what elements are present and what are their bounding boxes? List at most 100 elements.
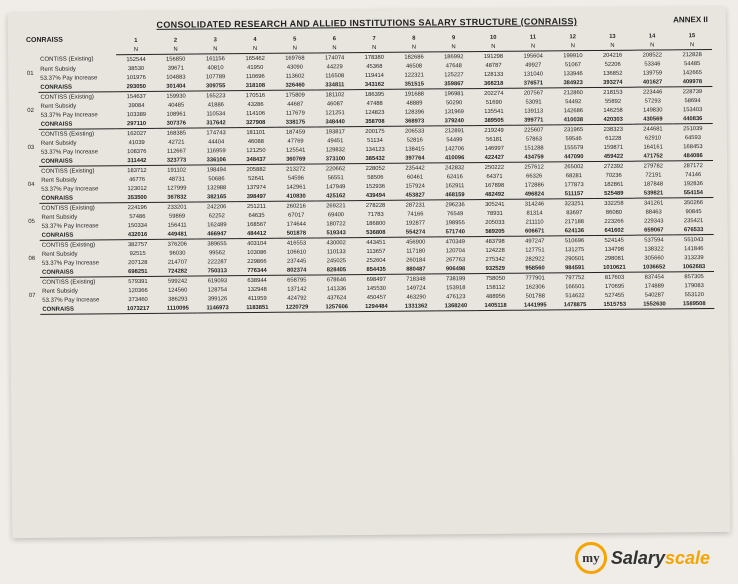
value-cell: 213272 [276, 164, 316, 174]
value-cell: 334811 [315, 80, 355, 90]
value-cell: 817603 [595, 272, 635, 282]
value-cell: 64593 [673, 133, 713, 142]
value-cell: 134123 [355, 145, 395, 154]
value-cell: 147949 [316, 182, 356, 191]
value-cell: 46087 [315, 99, 355, 108]
currency-header: N [195, 44, 235, 54]
value-cell: 260184 [396, 255, 436, 264]
value-cell: 484086 [673, 151, 713, 161]
value-cell: 192877 [396, 218, 436, 227]
value-cell: 41039 [117, 138, 157, 147]
value-cell: 54596 [276, 173, 316, 182]
value-cell: 220662 [316, 164, 356, 174]
value-cell: 134798 [594, 245, 634, 254]
value-cell: 64371 [475, 172, 515, 181]
value-cell: 386293 [158, 294, 198, 303]
value-cell: 117679 [275, 108, 315, 117]
value-cell: 41886 [196, 100, 236, 109]
value-cell: 135541 [474, 107, 514, 116]
value-cell: 129832 [315, 145, 355, 154]
currency-header: N [275, 43, 315, 53]
value-cell: 47648 [434, 61, 474, 70]
value-cell: 317642 [196, 118, 236, 128]
value-cell: 579391 [118, 276, 158, 286]
value-cell: 88463 [634, 207, 674, 216]
value-cell: 124560 [158, 285, 198, 294]
currency-header: N [235, 44, 275, 54]
value-cell: 422427 [474, 153, 514, 163]
value-cell: 128133 [474, 70, 514, 79]
value-cell: 750313 [197, 266, 237, 276]
value-cell: 906498 [436, 264, 476, 274]
value-cell: 39671 [156, 64, 196, 73]
logo-circle-icon: my [575, 542, 607, 574]
value-cell: 116508 [315, 71, 355, 80]
value-cell: 540287 [635, 290, 675, 299]
value-cell: 51690 [474, 98, 514, 107]
value-cell: 272392 [594, 161, 634, 171]
value-cell: 251211 [237, 201, 277, 211]
value-cell: 410096 [435, 153, 475, 163]
value-cell: 311442 [117, 156, 157, 166]
value-cell: 290501 [555, 254, 595, 263]
grade-level-cell: 01 [22, 55, 38, 92]
value-cell: 167898 [475, 181, 515, 190]
value-cell: 101976 [116, 73, 156, 82]
value-cell: 484412 [237, 229, 277, 239]
value-cell: 676533 [674, 225, 714, 235]
value-cell: 149830 [633, 105, 673, 114]
value-cell: 38530 [116, 64, 156, 73]
value-cell: 382165 [197, 192, 237, 202]
value-cell: 132988 [197, 183, 237, 192]
value-cell: 152544 [116, 54, 156, 64]
value-cell: 350266 [673, 197, 713, 207]
value-cell: 527455 [595, 291, 635, 300]
salary-table-wrap: 123456789101112131415 NNNNNNNNNNNNNNN 01… [22, 31, 714, 315]
value-cell: 162306 [515, 282, 555, 291]
value-cell: 305241 [475, 199, 515, 209]
value-cell: 638944 [237, 275, 277, 285]
value-cell: 159930 [156, 91, 196, 101]
value-cell: 191688 [394, 89, 434, 99]
currency-header: N [553, 41, 593, 51]
value-cell: 59869 [157, 211, 197, 220]
value-cell: 179083 [674, 281, 714, 290]
value-cell: 112667 [157, 147, 197, 156]
value-cell: 192836 [673, 179, 713, 188]
value-cell: 828405 [317, 265, 357, 275]
value-cell: 698251 [118, 267, 158, 277]
currency-header: N [394, 42, 434, 52]
value-cell: 343162 [355, 80, 395, 90]
value-cell: 62416 [435, 172, 475, 181]
value-cell: 376571 [514, 78, 554, 88]
value-cell: 78931 [475, 209, 515, 218]
value-cell: 229343 [634, 216, 674, 225]
value-cell: 483798 [475, 236, 515, 246]
value-cell: 146258 [593, 106, 633, 115]
value-cell: 46776 [117, 175, 157, 184]
value-cell: 207128 [118, 258, 158, 267]
value-cell: 399126 [198, 294, 238, 303]
value-cell: 168567 [237, 220, 277, 229]
value-cell: 275342 [475, 255, 515, 264]
value-cell: 153918 [436, 283, 476, 292]
value-cell: 360769 [276, 154, 316, 164]
value-cell: 777901 [515, 273, 555, 283]
value-cell: 837454 [634, 272, 674, 282]
value-cell: 187459 [276, 127, 316, 137]
value-cell: 195604 [513, 51, 553, 61]
value-cell: 323773 [157, 156, 197, 166]
value-cell: 99562 [197, 248, 237, 257]
value-cell: 1515753 [595, 300, 635, 310]
value-cell: 293050 [116, 82, 156, 92]
value-cell: 121250 [236, 146, 276, 155]
value-cell: 278228 [356, 200, 396, 210]
value-cell: 114106 [236, 109, 276, 118]
value-cell: 514622 [555, 291, 595, 300]
value-cell: 624136 [555, 226, 595, 236]
value-cell: 46088 [236, 137, 276, 146]
value-cell: 305660 [634, 253, 674, 262]
step-number: 3 [195, 35, 235, 44]
value-cell: 287172 [673, 160, 713, 170]
value-cell: 318108 [235, 81, 275, 91]
